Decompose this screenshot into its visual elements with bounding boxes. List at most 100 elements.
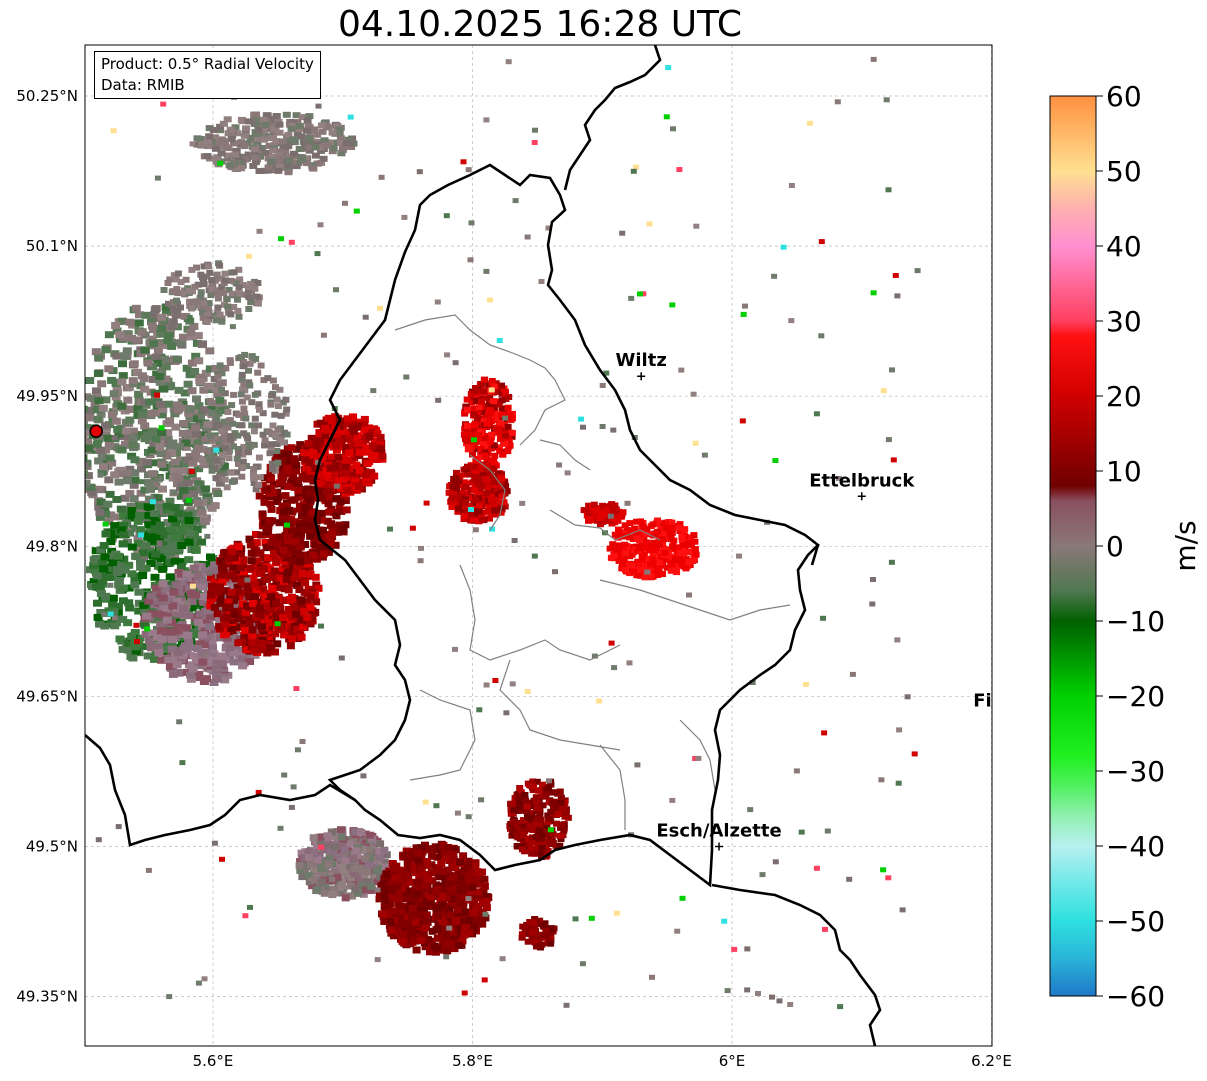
echo-cell (325, 486, 334, 494)
echo-cell (191, 449, 201, 457)
echo-cell (344, 136, 353, 143)
echo-cell (611, 502, 619, 509)
echo-cell (268, 574, 277, 581)
echo-cell (189, 288, 196, 295)
echo-cell (284, 568, 292, 576)
echo-cell (352, 471, 361, 479)
echo-cell (170, 577, 180, 585)
echo-cell (292, 163, 301, 170)
echo-cell (239, 560, 248, 568)
echo-cell (117, 526, 127, 534)
echo-cell (241, 411, 249, 417)
echo-cell (673, 569, 681, 576)
echo-cell (218, 572, 227, 580)
echo-cell (144, 521, 154, 529)
echo-cell (419, 928, 428, 936)
echo-cell (273, 396, 281, 403)
echo-cell (223, 116, 232, 123)
echo-cell (679, 541, 687, 548)
echo-cell (469, 451, 476, 458)
echo-cell (273, 498, 282, 505)
echo-cell (91, 566, 100, 574)
echo-cell (353, 422, 362, 430)
echo-cell (478, 398, 486, 405)
echo-cell (254, 122, 263, 129)
echo-cell (223, 435, 231, 442)
echo-cell (246, 541, 255, 549)
echo-cell (297, 574, 306, 582)
echo-cell (128, 435, 138, 443)
echo-cell (490, 442, 498, 449)
echo-cell (296, 551, 305, 559)
echo-cell (464, 446, 472, 453)
echo-cell (269, 120, 278, 127)
echo-cell (258, 623, 266, 631)
echo-cell (131, 304, 141, 312)
echo-cell (457, 893, 466, 900)
echo-cell (170, 553, 180, 561)
echo-cell (155, 443, 165, 451)
echo-cell (147, 318, 156, 326)
echo-cell (621, 541, 629, 548)
echo-cell (329, 885, 338, 893)
echo-cell (127, 632, 137, 640)
echo-cell (256, 549, 265, 557)
echo-cell (85, 472, 93, 480)
echo-cell (128, 524, 138, 532)
echo-cell (229, 658, 239, 666)
echo-cell (220, 676, 230, 684)
echo-cell (482, 394, 490, 401)
echo-cell (104, 518, 114, 526)
echo-cell (305, 135, 314, 142)
echo-cell (309, 509, 318, 517)
echo-cell (473, 415, 481, 422)
echo-cell (501, 422, 508, 429)
echo-cell (490, 398, 497, 405)
echo-cell (221, 270, 229, 277)
echo-cell (322, 142, 331, 148)
echo-cell (282, 502, 291, 510)
echo-cell (218, 563, 226, 571)
echo-cell (229, 420, 237, 427)
echo-cell (245, 535, 254, 543)
echo-cell (599, 502, 607, 509)
echo-cell (463, 406, 471, 413)
echo-cell (271, 126, 280, 133)
echo-cell (173, 286, 181, 293)
echo-cell (271, 411, 279, 418)
echo-cell (323, 472, 332, 480)
echo-cell (280, 631, 289, 639)
echo-cell (151, 533, 161, 541)
echo-cell (611, 512, 619, 518)
echo-cell (209, 127, 218, 133)
echo-cell (246, 134, 255, 141)
echo-cell (103, 500, 113, 508)
echo-cell (174, 510, 184, 518)
echo-cell (502, 483, 510, 490)
echo-cell (182, 276, 190, 283)
echo-cell (254, 369, 262, 376)
echo-cell (167, 540, 177, 548)
echo-cell (169, 306, 177, 313)
echo-cell (230, 554, 239, 562)
echo-cell (277, 412, 285, 419)
echo-cell (456, 869, 465, 877)
echo-cell (629, 536, 637, 542)
echo-cell (477, 446, 485, 453)
echo-cell (201, 485, 211, 493)
echo-cell (350, 865, 359, 872)
echo-cell (189, 298, 196, 305)
echo-cell (222, 277, 230, 284)
echo-cell (445, 871, 454, 879)
echo-cell (180, 389, 190, 397)
echo-cell (97, 560, 107, 568)
echo-cell (237, 391, 245, 398)
echo-cell (197, 583, 207, 591)
echo-cell (145, 410, 155, 417)
echo-cell (170, 504, 180, 512)
echo-cell (499, 451, 507, 458)
echo-cell (470, 411, 478, 418)
echo-cell (309, 448, 318, 456)
echo-cell (267, 539, 276, 546)
echo-cell (150, 311, 160, 319)
